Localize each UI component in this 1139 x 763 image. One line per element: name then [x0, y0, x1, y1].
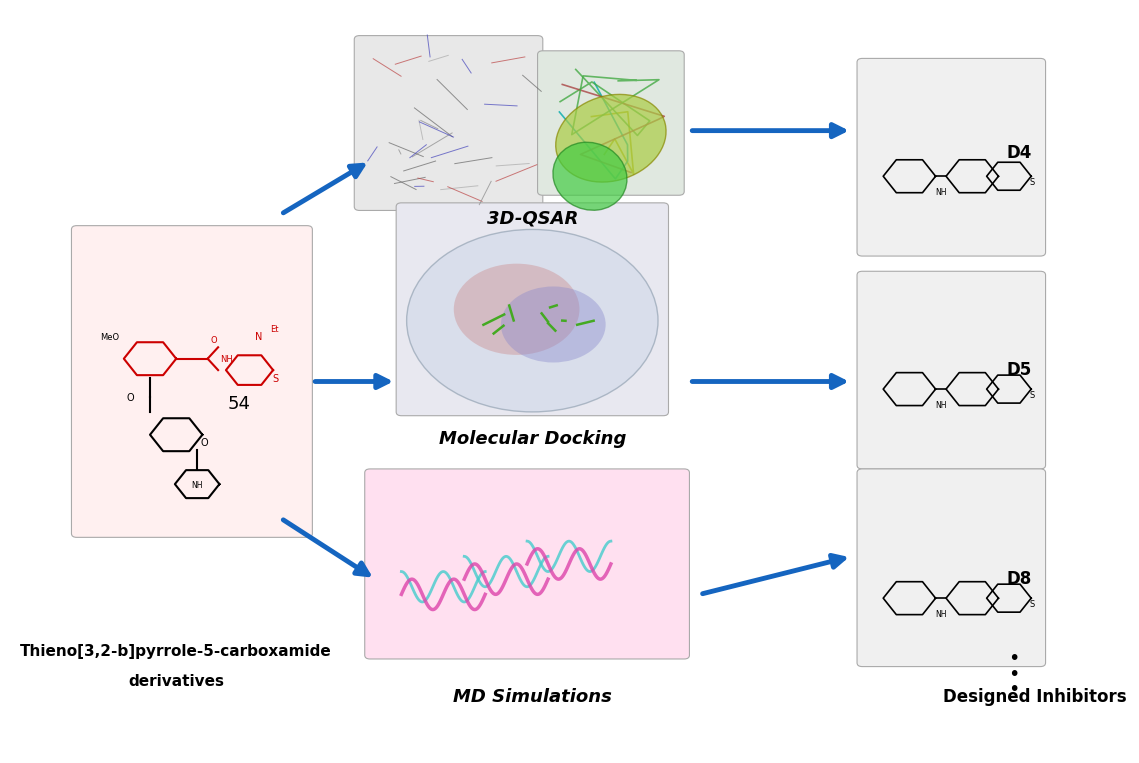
- Text: 54: 54: [228, 395, 251, 414]
- Text: •: •: [1008, 680, 1019, 699]
- Circle shape: [501, 286, 606, 362]
- FancyBboxPatch shape: [857, 272, 1046, 469]
- Text: S: S: [1030, 600, 1035, 610]
- FancyBboxPatch shape: [538, 51, 685, 195]
- Ellipse shape: [552, 142, 626, 211]
- Text: O: O: [211, 336, 218, 346]
- Text: S: S: [272, 374, 279, 384]
- Text: Designed Inhibitors: Designed Inhibitors: [943, 688, 1126, 706]
- Text: MeO: MeO: [100, 333, 118, 342]
- Text: D8: D8: [1007, 570, 1032, 588]
- FancyBboxPatch shape: [72, 226, 312, 537]
- Text: •: •: [1008, 665, 1019, 684]
- FancyBboxPatch shape: [857, 59, 1046, 256]
- FancyBboxPatch shape: [396, 203, 669, 416]
- Text: D4: D4: [1007, 144, 1032, 163]
- Text: NH: NH: [220, 356, 232, 365]
- FancyBboxPatch shape: [364, 469, 689, 659]
- Circle shape: [407, 230, 658, 412]
- Text: NH: NH: [191, 481, 203, 490]
- Text: NH: NH: [935, 188, 947, 198]
- Text: •: •: [1008, 649, 1019, 668]
- Text: N: N: [255, 332, 262, 342]
- FancyBboxPatch shape: [354, 36, 543, 211]
- Text: Molecular Docking: Molecular Docking: [439, 430, 626, 448]
- Text: MD Simulations: MD Simulations: [453, 688, 612, 706]
- Text: derivatives: derivatives: [129, 674, 224, 689]
- Circle shape: [453, 264, 580, 355]
- Text: Thieno[3,2-b]pyrrole-5-carboxamide: Thieno[3,2-b]pyrrole-5-carboxamide: [21, 644, 333, 659]
- Text: NH: NH: [935, 401, 947, 410]
- Text: NH: NH: [935, 610, 947, 619]
- Text: 3D-QSAR: 3D-QSAR: [486, 209, 577, 227]
- FancyBboxPatch shape: [857, 469, 1046, 667]
- Ellipse shape: [556, 95, 666, 182]
- Text: O: O: [126, 392, 134, 403]
- Text: O: O: [200, 438, 208, 448]
- Text: S: S: [1030, 391, 1035, 401]
- Text: D5: D5: [1007, 361, 1032, 379]
- Text: S: S: [1030, 179, 1035, 188]
- Text: Et: Et: [270, 325, 279, 334]
